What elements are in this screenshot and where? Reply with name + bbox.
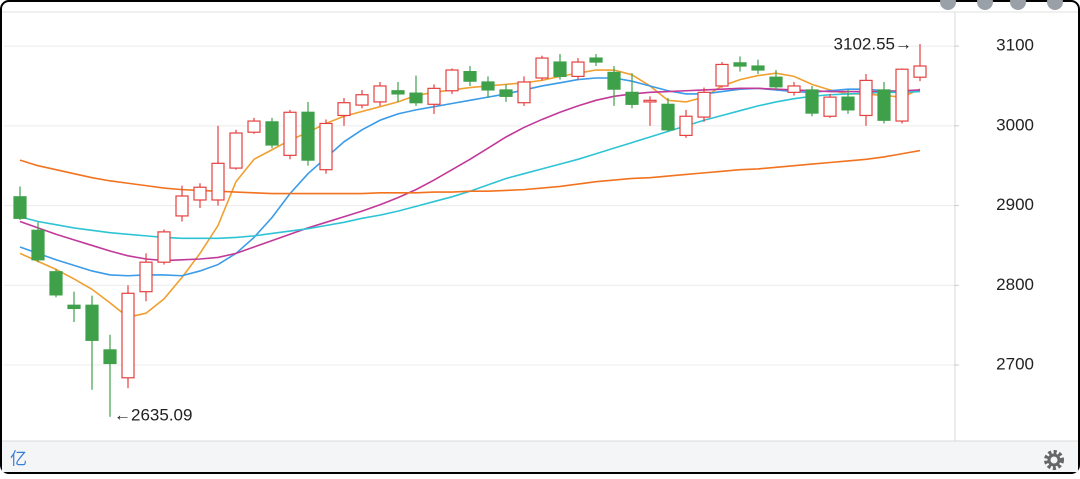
candle-body [697, 91, 711, 118]
candle-body [553, 61, 567, 77]
grid [4, 45, 954, 366]
y-tick-label: 2800 [996, 275, 1034, 294]
y-axis: 2700 2800 2900 3000 3100 [954, 36, 1034, 374]
candle-body [247, 120, 261, 133]
candle-body [859, 79, 873, 117]
candle-body [913, 65, 927, 78]
icon[interactable] [1047, 0, 1063, 10]
toolbar-icons [940, 0, 1063, 10]
candle-body [841, 96, 855, 111]
candle-body [769, 76, 783, 88]
settings-icon[interactable] [1044, 450, 1064, 470]
icon[interactable] [1010, 0, 1026, 10]
icon[interactable] [940, 0, 956, 10]
candle-body [157, 231, 171, 263]
candle-body [373, 85, 387, 103]
candle-body [463, 71, 477, 82]
ma-line [19, 69, 921, 319]
y-tick-label: 3000 [996, 115, 1034, 134]
icon[interactable] [977, 0, 993, 10]
candle-body [823, 96, 837, 117]
candle-body [139, 261, 153, 293]
candle-body [535, 57, 549, 79]
candle-body [517, 81, 531, 104]
candle-body [445, 69, 459, 92]
candle-body [715, 63, 729, 87]
candle-body [895, 68, 909, 122]
candle-body [751, 65, 765, 71]
candle-body [13, 196, 27, 219]
candle-body [175, 195, 189, 217]
candle-body [643, 99, 657, 103]
candle-body [787, 85, 801, 93]
candles [13, 44, 927, 417]
candle-body [589, 57, 603, 63]
candle-body [625, 91, 639, 105]
footer-bar [2, 441, 1078, 472]
ma-line [19, 149, 921, 195]
candle-body [805, 89, 819, 114]
candle-body [877, 89, 891, 121]
candle-body [409, 92, 423, 104]
unit-label: 亿 [10, 449, 27, 468]
candle-body [49, 271, 63, 296]
candle-body [571, 61, 585, 77]
candle-body [481, 81, 495, 91]
candle-body [337, 102, 351, 117]
candle-body [679, 115, 693, 137]
candle-body [319, 122, 333, 171]
candle-body [607, 71, 621, 90]
candle-body [31, 229, 45, 261]
candle-body [355, 94, 369, 106]
candle-body [265, 121, 279, 146]
candle-body [103, 349, 117, 365]
candle-body [391, 90, 405, 95]
candle-body [85, 304, 99, 341]
candle-body [121, 292, 135, 379]
max-annotation: 3102.55→ [834, 34, 912, 53]
candle-body [229, 132, 243, 169]
min-annotation: ←2635.09 [114, 405, 192, 424]
candle-body [301, 111, 315, 161]
y-tick-label: 2900 [996, 195, 1034, 214]
y-tick-label: 3100 [996, 36, 1034, 55]
y-tick-label: 2700 [996, 355, 1034, 374]
candle-body [283, 111, 297, 156]
candle-body [67, 304, 81, 310]
candle-body [499, 89, 513, 97]
candle-body [661, 103, 675, 131]
candle-body [427, 87, 441, 105]
candle-body [193, 186, 207, 201]
candle-body [733, 62, 747, 67]
candle-body [211, 162, 225, 201]
